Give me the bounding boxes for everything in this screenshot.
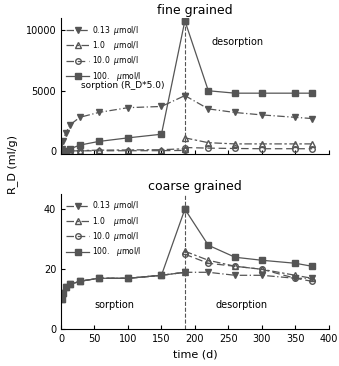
Legend: 0.13  $\mu$mol/l, 1.0    $\mu$mol/l, 10.0  $\mu$mol/l, 100.   $\mu$mol/l: 0.13 $\mu$mol/l, 1.0 $\mu$mol/l, 10.0 $\… xyxy=(65,22,143,84)
Text: sorption (R_D*5.0): sorption (R_D*5.0) xyxy=(81,81,165,90)
X-axis label: time (d): time (d) xyxy=(173,350,217,360)
Legend: 0.13  $\mu$mol/l, 1.0    $\mu$mol/l, 10.0  $\mu$mol/l, 100.   $\mu$mol/l: 0.13 $\mu$mol/l, 1.0 $\mu$mol/l, 10.0 $\… xyxy=(65,198,143,260)
Text: R_D (ml/g): R_D (ml/g) xyxy=(7,135,18,194)
Text: desorption: desorption xyxy=(212,37,264,47)
Text: sorption: sorption xyxy=(95,300,135,310)
Text: desorption: desorption xyxy=(215,300,267,310)
Title: coarse grained: coarse grained xyxy=(148,180,242,193)
Title: fine grained: fine grained xyxy=(157,4,233,17)
